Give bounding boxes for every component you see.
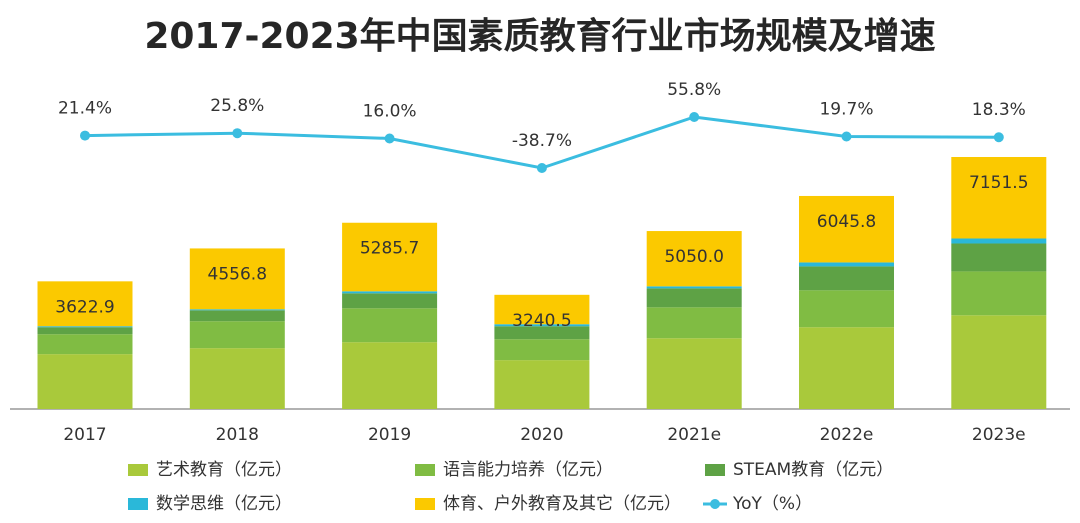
legend-label: STEAM教育（亿元） bbox=[733, 460, 893, 480]
bar-segment bbox=[799, 327, 894, 409]
total-label: 5050.0 bbox=[664, 247, 723, 267]
yoy-point bbox=[841, 131, 852, 142]
bar-segment bbox=[951, 157, 1047, 239]
bar-segment bbox=[189, 321, 285, 349]
bar-segment bbox=[646, 338, 742, 409]
bar-segment bbox=[189, 310, 285, 322]
yoy-label: 21.4% bbox=[58, 99, 112, 119]
bar-segment bbox=[189, 348, 285, 409]
legend-label: 数学思维（亿元） bbox=[156, 494, 292, 514]
total-label: 5285.7 bbox=[360, 239, 419, 259]
yoy-point bbox=[993, 132, 1004, 143]
legend-swatch bbox=[705, 464, 725, 476]
total-label: 7151.5 bbox=[969, 173, 1028, 193]
yoy-label: 55.8% bbox=[667, 80, 721, 100]
total-label: 3240.5 bbox=[512, 311, 571, 331]
yoy-point bbox=[232, 128, 243, 139]
yoy-label: 18.3% bbox=[972, 100, 1026, 120]
bar-segment bbox=[646, 307, 742, 339]
total-label: 6045.8 bbox=[817, 212, 876, 232]
yoy-point bbox=[384, 133, 395, 144]
legend-swatch bbox=[710, 499, 720, 509]
bar-segment bbox=[342, 342, 438, 409]
yoy-label: 16.0% bbox=[363, 101, 417, 121]
bar-segment bbox=[951, 238, 1047, 244]
yoy-label: 25.8% bbox=[210, 96, 264, 116]
bar-segment bbox=[799, 195, 894, 263]
x-tick-label: 2018 bbox=[216, 425, 259, 445]
bar-segment bbox=[494, 324, 590, 327]
x-tick-label: 2022e bbox=[820, 425, 874, 445]
legend-swatch bbox=[415, 464, 435, 476]
total-label: 4556.8 bbox=[208, 264, 267, 284]
bar-segment bbox=[37, 354, 133, 409]
bar-segment bbox=[342, 291, 438, 294]
bar-segment bbox=[951, 315, 1047, 409]
bar-segment bbox=[646, 231, 742, 287]
x-tick-label: 2020 bbox=[520, 425, 563, 445]
legend-label: 语言能力培养（亿元） bbox=[443, 460, 613, 480]
bar-segment bbox=[37, 281, 133, 327]
bar-segment bbox=[37, 334, 133, 355]
legend-swatch bbox=[415, 498, 435, 510]
bar-segment bbox=[951, 243, 1047, 272]
chart-title: 2017-2023年中国素质教育行业市场规模及增速 bbox=[144, 16, 935, 57]
bar-segment bbox=[189, 309, 285, 311]
bar-segment bbox=[799, 290, 894, 328]
bar-segment bbox=[494, 326, 590, 340]
yoy-point bbox=[536, 163, 547, 173]
bar-segment bbox=[494, 339, 590, 361]
legend-label: 艺术教育（亿元） bbox=[156, 460, 292, 480]
yoy-point bbox=[80, 130, 90, 141]
bar-segment bbox=[951, 271, 1047, 316]
bar-segment bbox=[799, 262, 894, 267]
legend-label: YoY（%） bbox=[732, 494, 812, 514]
bar-segment bbox=[799, 266, 894, 291]
bar-segment bbox=[342, 293, 438, 309]
bar-segment bbox=[342, 222, 438, 292]
bar-segment bbox=[494, 294, 590, 325]
yoy-point bbox=[689, 112, 700, 122]
x-tick-label: 2019 bbox=[368, 425, 411, 445]
legend-swatch bbox=[128, 464, 148, 476]
legend-swatch bbox=[128, 498, 148, 510]
bar-segment bbox=[646, 288, 742, 308]
bar-segment bbox=[494, 360, 590, 409]
x-tick-label: 2023e bbox=[972, 425, 1026, 445]
yoy-label: -38.7% bbox=[512, 131, 572, 151]
bar-segment bbox=[37, 326, 133, 328]
x-tick-label: 2021e bbox=[667, 425, 721, 445]
bar-segment bbox=[646, 286, 742, 289]
total-label: 3622.9 bbox=[55, 297, 114, 317]
bar-segment bbox=[342, 308, 438, 343]
yoy-label: 19.7% bbox=[819, 99, 873, 119]
legend-label: 体育、户外教育及其它（亿元） bbox=[443, 494, 681, 514]
bar-segment bbox=[37, 327, 133, 335]
bar-segment bbox=[189, 248, 285, 310]
x-tick-label: 2017 bbox=[63, 425, 106, 445]
